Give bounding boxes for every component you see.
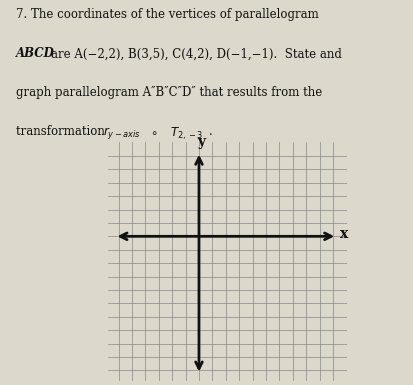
- Text: $r_{y-axis}$: $r_{y-axis}$: [103, 126, 141, 141]
- Text: graph parallelogram A″B″C″D″ that results from the: graph parallelogram A″B″C″D″ that result…: [17, 87, 323, 99]
- Text: $T_{2,-3}$: $T_{2,-3}$: [170, 126, 203, 142]
- Text: .: .: [209, 126, 212, 139]
- Text: transformation: transformation: [17, 126, 109, 139]
- Text: $\circ$: $\circ$: [150, 126, 158, 139]
- Text: are A(−2,2), B(3,5), C(4,2), D(−1,−1).  State and: are A(−2,2), B(3,5), C(4,2), D(−1,−1). S…: [51, 47, 342, 60]
- Text: y: y: [197, 135, 206, 149]
- Text: x: x: [340, 227, 348, 241]
- Text: ABCD: ABCD: [17, 47, 55, 60]
- Text: 7. The coordinates of the vertices of parallelogram: 7. The coordinates of the vertices of pa…: [17, 8, 319, 21]
